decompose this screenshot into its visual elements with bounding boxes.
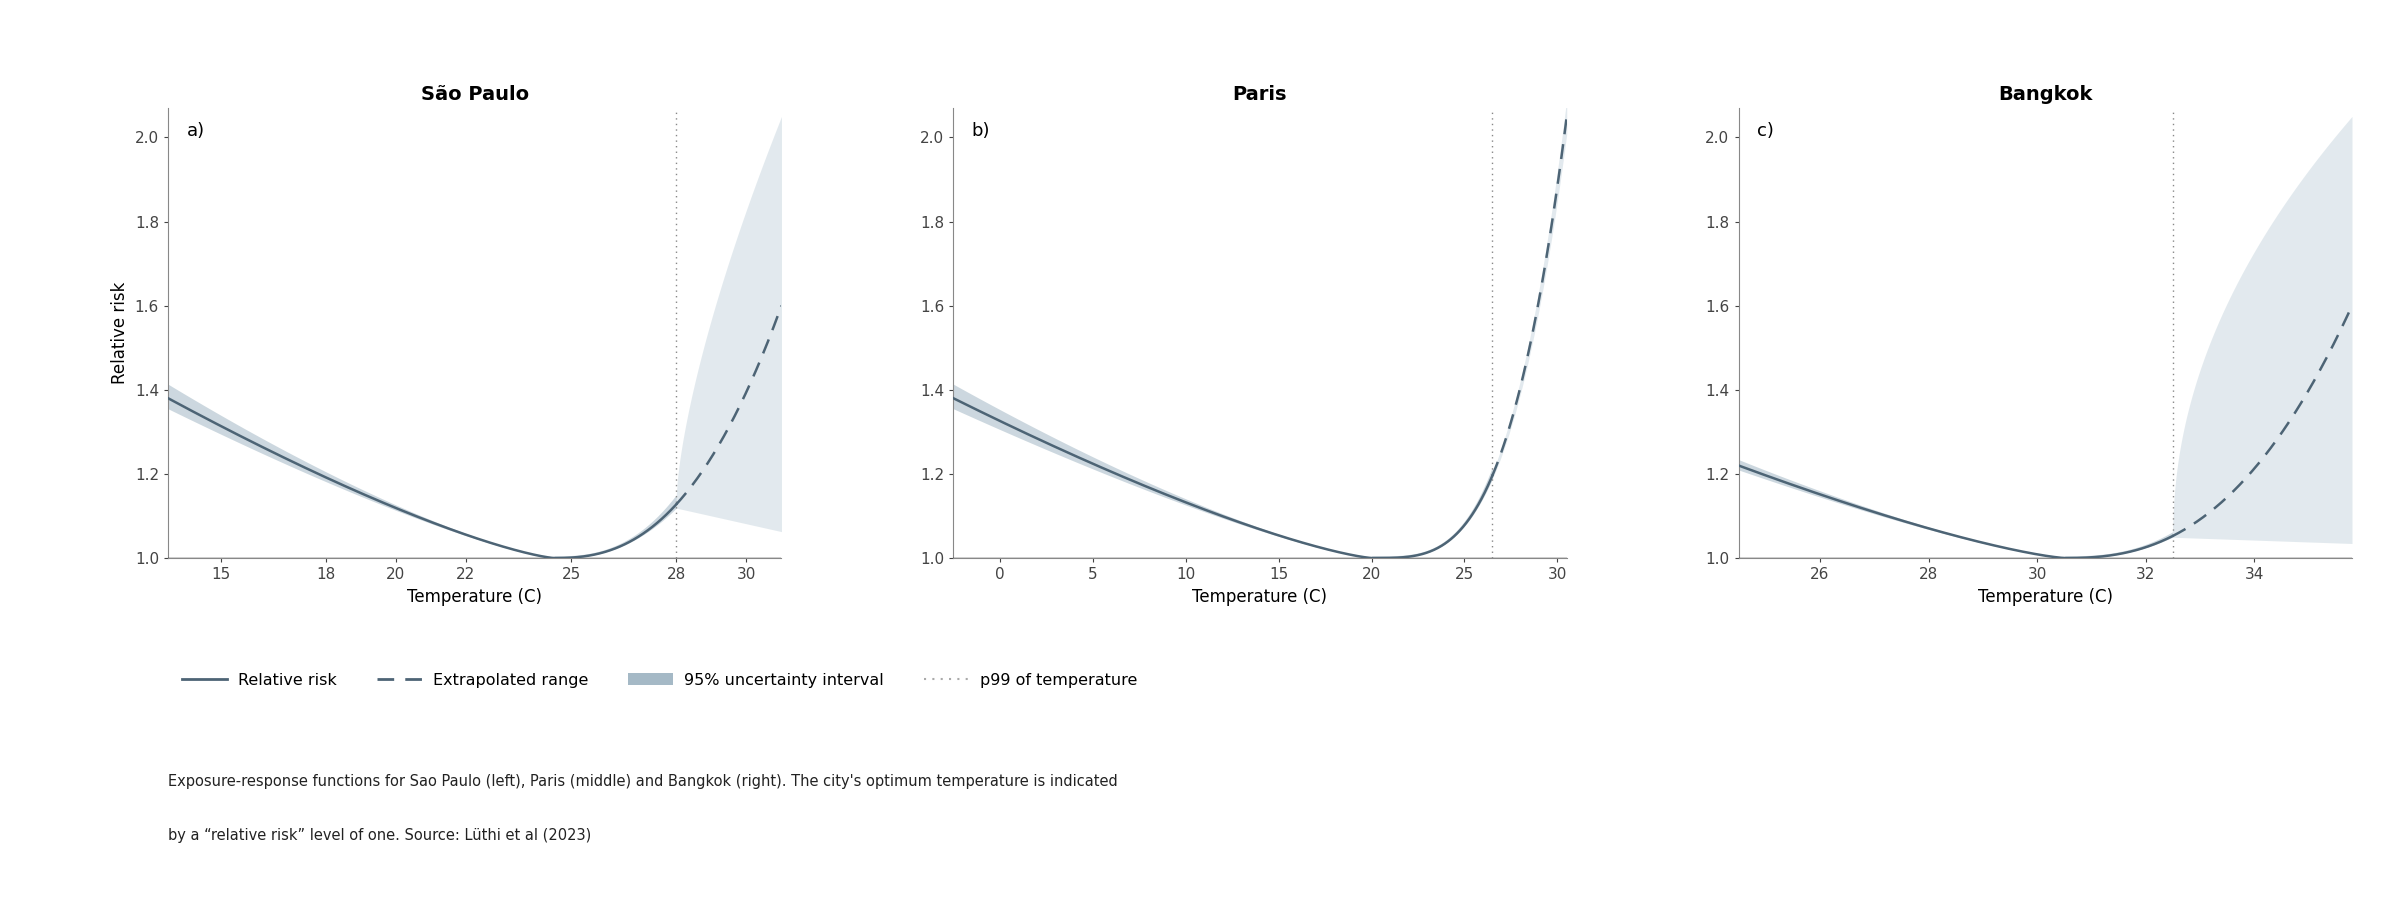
X-axis label: Temperature (C): Temperature (C) xyxy=(1978,588,2112,606)
Legend: Relative risk, Extrapolated range, 95% uncertainty interval, p99 of temperature: Relative risk, Extrapolated range, 95% u… xyxy=(175,666,1142,694)
X-axis label: Temperature (C): Temperature (C) xyxy=(408,588,542,606)
Y-axis label: Relative risk: Relative risk xyxy=(110,282,130,384)
Text: Exposure-response functions for Sao Paulo (left), Paris (middle) and Bangkok (ri: Exposure-response functions for Sao Paul… xyxy=(168,774,1118,789)
Title: São Paulo: São Paulo xyxy=(420,85,528,104)
Text: by a “relative risk” level of one. Source: Lüthi et al (2023): by a “relative risk” level of one. Sourc… xyxy=(168,828,590,843)
Text: c): c) xyxy=(1757,122,1774,140)
Title: Paris: Paris xyxy=(1234,85,1286,104)
Text: a): a) xyxy=(187,122,204,140)
Text: b): b) xyxy=(972,122,991,140)
X-axis label: Temperature (C): Temperature (C) xyxy=(1193,588,1327,606)
Title: Bangkok: Bangkok xyxy=(1999,85,2093,104)
